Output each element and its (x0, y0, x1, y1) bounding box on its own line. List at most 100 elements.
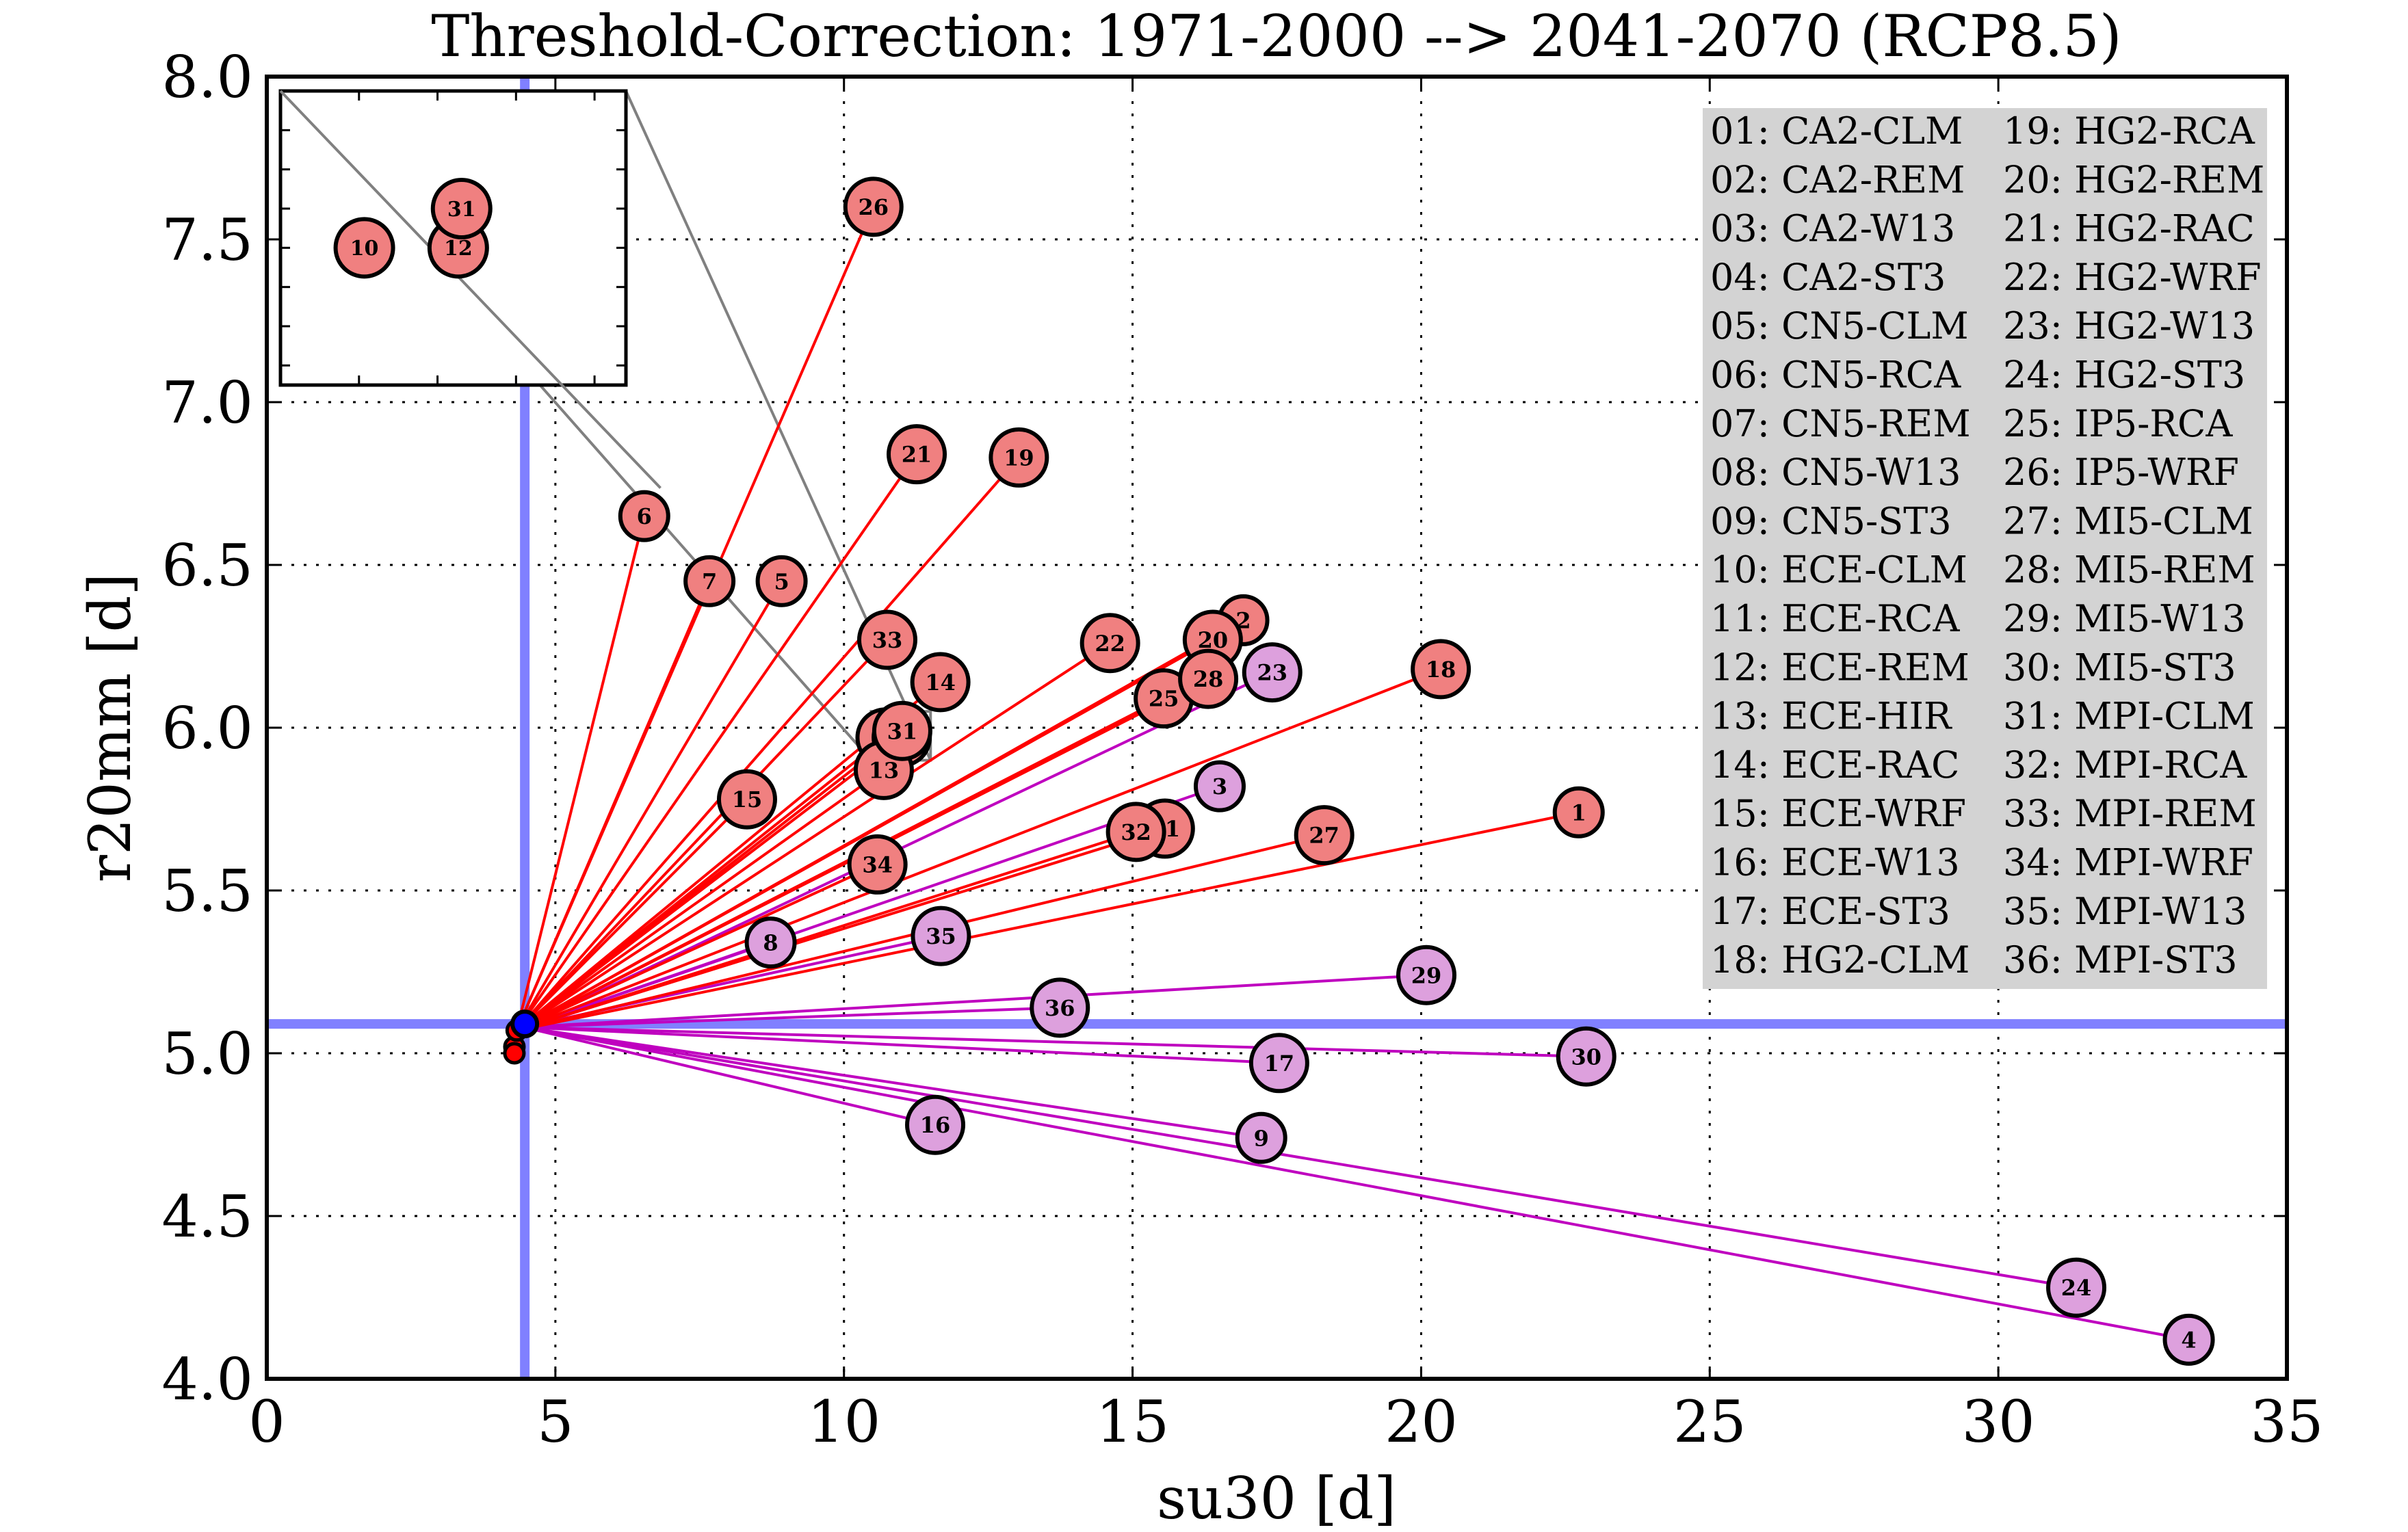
data-point-8: 8 (744, 916, 797, 969)
point-marker (1178, 648, 1239, 709)
point-label: 29 (1411, 962, 1442, 988)
point-label: 20 (1198, 627, 1229, 653)
legend-entry: 05: CN5-CLM (1710, 304, 1969, 347)
point-marker (333, 217, 395, 279)
series-line-34 (516, 863, 878, 1032)
legend-entry: 29: MI5-W13 (2003, 597, 2246, 640)
y-tick-label: 5.0 (161, 1020, 253, 1087)
reference-point (510, 1009, 540, 1039)
point-marker (1193, 760, 1246, 813)
y-tick-label: 4.5 (161, 1183, 253, 1250)
y-tick-label: 6.5 (161, 532, 253, 599)
legend-entry: 14: ECE-RAC (1710, 743, 1959, 787)
legend-entry: 04: CA2-ST3 (1710, 256, 1946, 299)
legend-entry: 28: MI5-REM (2003, 549, 2255, 592)
series-line-21 (515, 453, 918, 1031)
point-label: 13 (869, 757, 900, 783)
data-point-6: 6 (618, 490, 670, 542)
point-marker (1396, 945, 1457, 1005)
data-point-34: 34 (847, 834, 908, 895)
point-marker (911, 906, 971, 966)
inset-diagonal-line (279, 90, 662, 489)
legend-entry: 06: CN5-RCA (1710, 354, 1961, 397)
data-point-31: 31 (872, 700, 932, 761)
data-point-31: 31 (430, 178, 493, 239)
data-point-22: 22 (1079, 613, 1140, 674)
point-label: 31 (887, 718, 918, 744)
series-line-17 (523, 1025, 1279, 1065)
legend-entry: 07: CN5-REM (1710, 402, 1971, 445)
point-label: 15 (732, 787, 763, 813)
legend-entry: 30: MI5-ST3 (2003, 646, 2236, 689)
point-label: 5 (774, 568, 789, 594)
point-label: 23 (1257, 660, 1287, 686)
start-points (503, 1009, 540, 1065)
point-marker (1242, 642, 1303, 703)
point-marker (744, 916, 797, 969)
legend-entry: 01: CA2-CLM (1710, 109, 1963, 153)
point-label: 35 (926, 923, 956, 949)
start-point (503, 1042, 526, 1065)
legend: 01: CA2-CLM 02: CA2-REM 03: CA2-W13 04: CA2… (1703, 108, 2267, 989)
x-tick-label: 5 (537, 1388, 573, 1455)
legend-entry: 09: CN5-ST3 (1710, 499, 1952, 542)
legend-entry: 08: CN5-W13 (1710, 451, 1961, 494)
legend-entry: 33: MPI-REM (2003, 792, 2257, 835)
data-point-27: 27 (1294, 805, 1354, 866)
point-label: 14 (925, 670, 956, 696)
data-point-30: 30 (1556, 1026, 1617, 1087)
legend-entry: 24: HG2-ST3 (2003, 354, 2245, 397)
data-point-19: 19 (989, 427, 1049, 488)
data-point-23: 23 (1242, 642, 1303, 703)
point-marker (1105, 802, 1166, 862)
data-point-28: 28 (1178, 648, 1239, 709)
x-tick-label: 35 (2251, 1388, 2324, 1455)
legend-entry: 20: HG2-REM (2003, 158, 2264, 201)
point-label: 17 (1264, 1051, 1295, 1077)
point-marker (910, 652, 971, 713)
data-point-24: 24 (2046, 1257, 2107, 1318)
x-tick-label: 10 (807, 1388, 880, 1455)
legend-entry: 16: ECE-W13 (1710, 841, 1960, 884)
y-axis-label: r20mm [d] (77, 573, 144, 882)
legend-entry: 31: MPI-CLM (2003, 695, 2255, 738)
series-line-18 (516, 668, 1441, 1032)
data-point-21: 21 (887, 424, 947, 485)
point-marker (1079, 613, 1140, 674)
chart-title: Threshold-Correction: 1971-2000 --> 2041… (431, 3, 2121, 70)
data-point-4: 4 (2162, 1313, 2215, 1366)
legend-background (1703, 108, 2267, 989)
x-axis-label: su30 [d] (1157, 1465, 1396, 1532)
series-line-26 (515, 206, 875, 1031)
legend-entry: 23: HG2-W13 (2003, 304, 2255, 347)
y-tick-label: 8.0 (161, 44, 253, 111)
point-label: 7 (702, 568, 717, 594)
legend-entry: 34: MPI-WRF (2003, 841, 2253, 884)
series-line-1 (516, 810, 1580, 1032)
legend-entry: 25: IP5-RCA (2003, 402, 2233, 445)
series-line-6 (515, 516, 646, 1031)
data-point-3: 3 (1193, 760, 1246, 813)
legend-entry: 10: ECE-CLM (1710, 549, 1967, 592)
point-label: 33 (872, 627, 903, 653)
data-point-33: 33 (856, 609, 917, 670)
point-marker (843, 176, 904, 237)
point-label: 30 (1571, 1044, 1601, 1070)
legend-entry: 11: ECE-RCA (1710, 597, 1960, 640)
series-line-36 (523, 1006, 1060, 1029)
series-line-19 (515, 456, 1020, 1031)
data-point-15: 15 (716, 769, 777, 830)
series-line-30 (523, 1025, 1586, 1058)
point-label: 6 (637, 503, 652, 529)
legend-entry: 22: HG2-WRF (2003, 256, 2262, 299)
data-points: 1234567891011121314151617181920212223242… (618, 176, 2215, 1366)
point-marker (2046, 1257, 2107, 1318)
point-label: 25 (1149, 686, 1179, 712)
point-marker (716, 769, 777, 830)
point-label: 31 (447, 198, 476, 222)
data-point-18: 18 (1411, 639, 1471, 700)
point-marker (1552, 786, 1605, 838)
legend-entry: 26: IP5-WRF (2003, 451, 2239, 494)
point-label: 26 (858, 194, 889, 220)
